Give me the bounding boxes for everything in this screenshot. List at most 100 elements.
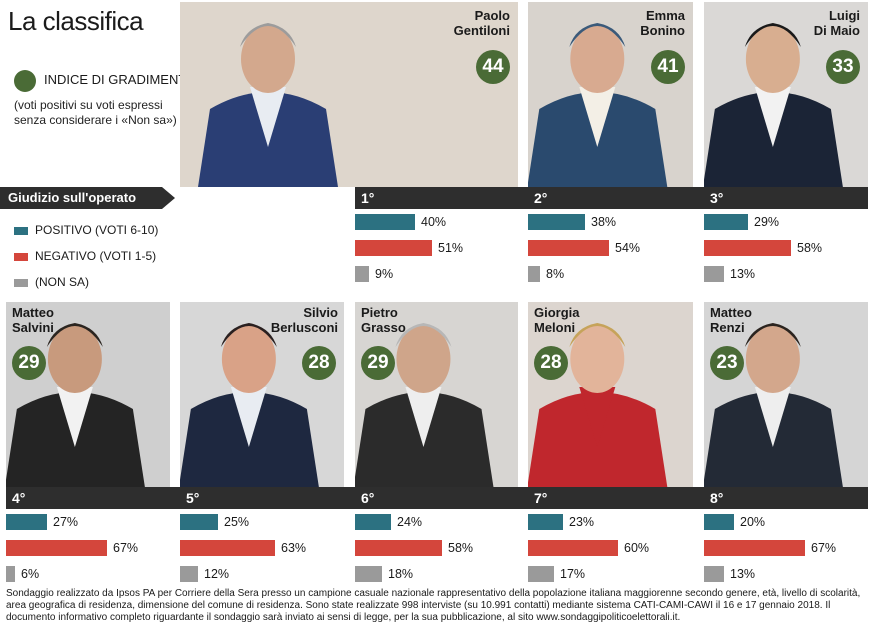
candidate-name-line: Grasso <box>361 320 406 335</box>
portrait-photo <box>528 2 693 187</box>
positivo-bar <box>704 214 748 230</box>
score-legend-label: INDICE DI GRADIMENTO <box>44 72 197 87</box>
nonsa-bar <box>528 266 540 282</box>
score-legend-note: (voti positivi su voti espressi senza co… <box>14 98 177 127</box>
candidate-name: Paolo Gentiloni <box>438 8 510 38</box>
positivo-value: 25% <box>224 515 250 529</box>
positivo-value: 24% <box>397 515 423 529</box>
positivo-bar <box>355 514 391 530</box>
candidate-name: Pietro Grasso <box>361 305 406 335</box>
candidate-name-line: Bonino <box>640 23 685 38</box>
candidate-name: Giorgia Meloni <box>534 305 580 335</box>
legend-negativo-label: NEGATIVO (VOTI 1-5) <box>35 249 157 263</box>
nonsa-value: 13% <box>730 267 756 281</box>
portrait-photo <box>355 302 518 487</box>
positivo-value: 40% <box>421 215 447 229</box>
positivo-bar <box>180 514 218 530</box>
negativo-swatch <box>14 252 28 261</box>
positivo-value: 38% <box>591 215 617 229</box>
negativo-bar <box>704 240 791 256</box>
positivo-value: 23% <box>569 515 595 529</box>
legend-nonsa-label: (NON SA) <box>35 275 89 289</box>
negativo-value: 51% <box>438 241 464 255</box>
negativo-value: 60% <box>624 541 650 555</box>
nonsa-value: 18% <box>388 567 414 581</box>
nonsa-value: 8% <box>546 267 565 281</box>
candidate-name: Luigi Di Maio <box>788 8 860 38</box>
candidate-name-line: Gentiloni <box>453 23 510 38</box>
positivo-value: 29% <box>754 215 780 229</box>
candidate-name: Matteo Salvini <box>12 305 54 335</box>
portrait-photo <box>6 302 170 487</box>
negativo-bar <box>6 540 107 556</box>
rank-label: 1° <box>361 190 375 206</box>
page-title: La classifica <box>8 6 144 36</box>
positivo-swatch <box>14 226 28 235</box>
positivo-value: 27% <box>53 515 79 529</box>
candidate-name-line: Meloni <box>534 320 576 335</box>
nonsa-bar <box>180 566 198 582</box>
negativo-bar <box>704 540 805 556</box>
candidate-name: Emma Bonino <box>613 8 685 38</box>
nonsa-value: 12% <box>204 567 230 581</box>
candidate-name-line: Matteo <box>710 305 752 320</box>
gradimento-badge: 41 <box>651 50 685 84</box>
gradimento-badge: 28 <box>302 346 336 380</box>
nonsa-bar <box>6 566 15 582</box>
candidate-name-line: Emma <box>645 8 685 23</box>
negativo-value: 67% <box>113 541 139 555</box>
candidate-name-line: Pietro <box>361 305 398 320</box>
negativo-value: 58% <box>448 541 474 555</box>
nonsa-swatch <box>14 278 28 287</box>
nonsa-value: 17% <box>560 567 586 581</box>
footnote: Sondaggio realizzato da Ipsos PA per Cor… <box>6 588 861 623</box>
negativo-value: 58% <box>797 241 823 255</box>
legend-negativo: NEGATIVO (VOTI 1-5) <box>14 249 156 263</box>
portrait-photo <box>704 2 868 187</box>
positivo-bar <box>704 514 734 530</box>
negativo-value: 67% <box>811 541 837 555</box>
negativo-value: 54% <box>615 241 641 255</box>
positivo-bar <box>528 214 585 230</box>
candidate-name-line: Di Maio <box>813 23 860 38</box>
nonsa-bar <box>355 266 369 282</box>
negativo-bar <box>180 540 275 556</box>
rank-label: 7° <box>534 490 548 506</box>
negativo-bar <box>355 240 432 256</box>
gradimento-badge: 29 <box>12 346 46 380</box>
candidate-name-line: Giorgia <box>534 305 580 320</box>
nonsa-value: 6% <box>21 567 40 581</box>
gradimento-badge: 44 <box>476 50 510 84</box>
gradimento-badge: 23 <box>710 346 744 380</box>
rank-band-top <box>355 187 868 209</box>
candidate-name-line: Silvio <box>303 305 338 320</box>
candidate-name: Silvio Berlusconi <box>264 305 338 335</box>
nonsa-value: 9% <box>375 267 394 281</box>
nonsa-bar <box>528 566 554 582</box>
candidate-name-line: Berlusconi <box>270 320 338 335</box>
nonsa-value: 13% <box>730 567 756 581</box>
nonsa-bar <box>704 266 724 282</box>
rank-label: 5° <box>186 490 200 506</box>
portrait-photo <box>180 2 518 187</box>
negativo-bar <box>528 540 618 556</box>
candidate-name-line: Renzi <box>710 320 745 335</box>
score-legend-dot <box>14 70 36 92</box>
candidate-name-line: Matteo <box>12 305 54 320</box>
legend-positivo-label: POSITIVO (VOTI 6-10) <box>35 223 159 237</box>
rank-label: 2° <box>534 190 548 206</box>
portrait-photo <box>180 302 344 487</box>
negativo-bar <box>355 540 442 556</box>
candidate-name-line: Salvini <box>12 320 54 335</box>
rank-band-bottom <box>6 487 868 509</box>
legend-nonsa: (NON SA) <box>14 275 89 289</box>
rank-label: 6° <box>361 490 375 506</box>
positivo-bar <box>6 514 47 530</box>
gradimento-badge: 33 <box>826 50 860 84</box>
gradimento-badge: 29 <box>361 346 395 380</box>
positivo-value: 20% <box>740 515 766 529</box>
portrait-photo <box>704 302 868 487</box>
nonsa-bar <box>355 566 382 582</box>
portrait-photo <box>528 302 693 487</box>
rank-label: 3° <box>710 190 724 206</box>
